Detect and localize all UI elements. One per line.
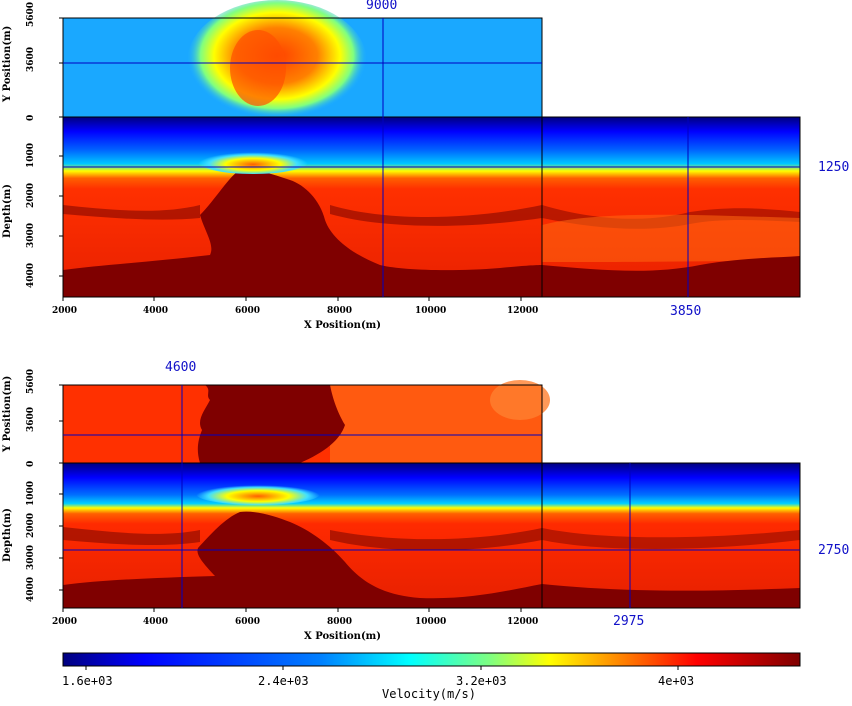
salt-body-2: [63, 511, 542, 608]
section-2-xtick-1: 4000: [143, 617, 169, 627]
marker-x-1: 9000: [366, 0, 398, 13]
section-1-xlabel: X Position(m): [304, 320, 381, 331]
section-1-ytick-3: 4000: [26, 262, 36, 288]
section-2-xtick-5: 12000: [507, 617, 539, 627]
colorbar-tick-3: 4e+03: [658, 674, 695, 688]
top-view-1-ylabel: Y Position(m): [2, 25, 13, 102]
section-1-xtick-0: 2000: [52, 306, 78, 316]
section-2-ytick-2: 3000: [26, 544, 36, 570]
marker-y-2: 2975: [613, 614, 645, 629]
section-1-ytick-0: 1000: [26, 142, 36, 168]
marker-depth-1: 1250: [818, 160, 850, 175]
section-1-ytick-2: 3000: [26, 222, 36, 248]
section-1-xtick-3: 8000: [327, 306, 353, 316]
section-2-ytick-3: 4000: [26, 576, 36, 602]
section-2-xtick-2: 6000: [235, 617, 261, 627]
colorbar-tick-1: 2.4e+03: [258, 674, 309, 688]
section-2-ytick-0: 1000: [26, 480, 36, 506]
top-view-1-ytick-2: 0: [26, 114, 36, 121]
top-view-2-salt: [197, 385, 345, 463]
top-view-2-ylabel: Y Position(m): [2, 375, 13, 452]
top-view-2-ytick-2: 0: [26, 460, 36, 467]
section-1-xtick-4: 10000: [415, 306, 447, 316]
top-view-1-ytick-0: 5600: [26, 1, 36, 27]
top-view-2-ytick-1: 3600: [26, 406, 36, 432]
top-view-1-ytick-1: 3600: [26, 46, 36, 72]
section-1-xtick-2: 6000: [235, 306, 261, 316]
section-1-ylabel: Depth(m): [2, 184, 13, 238]
colorbar-label: Velocity(m/s): [382, 687, 476, 701]
panel-2: [59, 380, 801, 612]
section-1-xtick-1: 4000: [143, 306, 169, 316]
colorbar: [62, 652, 801, 670]
marker-depth-2: 2750: [818, 543, 850, 558]
salt-body-1: [63, 169, 542, 297]
marker-y-1: 3850: [670, 304, 702, 319]
section-1-xtick-5: 12000: [507, 306, 539, 316]
section-2-xlabel: X Position(m): [304, 631, 381, 642]
section-2-ytick-1: 2000: [26, 512, 36, 538]
section-1-ytick-1: 2000: [26, 182, 36, 208]
section-2-xtick-0: 2000: [52, 617, 78, 627]
top-view-2-ytick-0: 5600: [26, 368, 36, 394]
section-2-xtick-4: 10000: [415, 617, 447, 627]
colorbar-tick-2: 3.2e+03: [456, 674, 507, 688]
section-2-xtick-3: 8000: [327, 617, 353, 627]
colorbar-tick-0: 1.6e+03: [62, 674, 113, 688]
colorbar-gradient: [62, 652, 801, 667]
section-2-ylabel: Depth(m): [2, 508, 13, 562]
panel-1: [59, 0, 801, 301]
marker-x-2: 4600: [165, 360, 197, 375]
